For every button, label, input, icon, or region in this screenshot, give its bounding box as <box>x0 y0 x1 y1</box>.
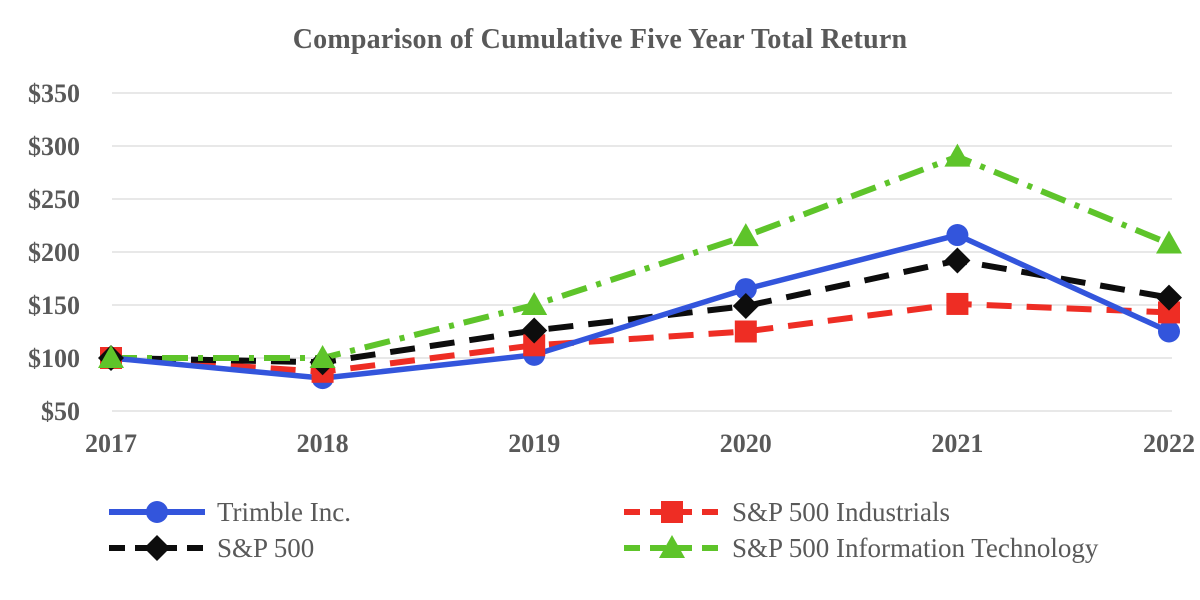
y-axis-tick-label: $150 <box>28 291 80 320</box>
triangle-marker <box>1156 230 1182 254</box>
circle-marker <box>1158 320 1180 343</box>
square-marker <box>734 320 757 343</box>
x-axis-tick-label: 2021 <box>931 429 983 458</box>
triangle-marker <box>944 143 971 167</box>
circle-marker <box>734 278 757 301</box>
series-line <box>110 232 1171 381</box>
square-marker <box>1158 301 1180 324</box>
legend-label-sp500: S&P 500 <box>217 532 315 563</box>
y-axis-tick-label: $350 <box>28 79 80 108</box>
x-axis-tick-label: 2019 <box>508 429 560 458</box>
diamond-marker <box>944 247 971 274</box>
y-axis-tick-label: $200 <box>28 238 80 267</box>
legend-item-infotech: S&P 500 Information Technology <box>622 531 1117 565</box>
square-marker <box>946 292 969 315</box>
y-axis-tick-label: $100 <box>28 344 80 373</box>
triangle-marker <box>732 223 759 247</box>
legend-label-industrials: S&P 500 Industrials <box>732 496 951 527</box>
y-axis-tick-label: $50 <box>41 397 80 426</box>
triangle-marker <box>98 345 124 368</box>
series-line <box>110 300 1170 375</box>
legend-item-trimble: Trimble Inc. <box>107 495 622 529</box>
square-marker <box>523 334 546 357</box>
x-axis-tick-label: 2020 <box>720 429 772 458</box>
legend-item-industrials: S&P 500 Industrials <box>622 495 1117 529</box>
legend-label-infotech: S&P 500 Information Technology <box>732 532 1099 563</box>
triangle-marker <box>521 292 548 315</box>
series-line <box>110 257 1170 366</box>
series-line <box>111 153 1171 361</box>
trimble-line-icon <box>109 501 205 523</box>
x-axis-tick-label: 2017 <box>85 429 137 458</box>
legend-item-sp500: S&P 500 <box>107 531 622 565</box>
y-axis-tick-label: $300 <box>28 132 80 161</box>
circle-marker <box>946 224 969 247</box>
legend-label-trimble: Trimble Inc. <box>217 496 351 527</box>
industrials-line-icon <box>624 501 720 523</box>
sp500-line-icon <box>109 535 205 561</box>
square-marker <box>661 501 683 523</box>
infotech-line-icon <box>624 535 720 558</box>
diamond-marker <box>521 317 548 344</box>
x-axis-tick-label: 2018 <box>297 429 349 458</box>
x-axis-tick-label: 2022 <box>1143 429 1195 458</box>
chart-title: Comparison of Cumulative Five Year Total… <box>292 24 908 55</box>
circle-marker <box>146 501 168 523</box>
diamond-marker <box>1156 284 1182 311</box>
triangle-marker <box>309 345 336 368</box>
triangle-marker <box>659 535 685 558</box>
y-axis-tick-label: $250 <box>28 185 80 214</box>
legend: Trimble Inc. S&P 500 Industrials S&P 500… <box>107 495 1117 565</box>
diamond-marker <box>144 535 170 561</box>
diamond-marker <box>732 293 759 320</box>
